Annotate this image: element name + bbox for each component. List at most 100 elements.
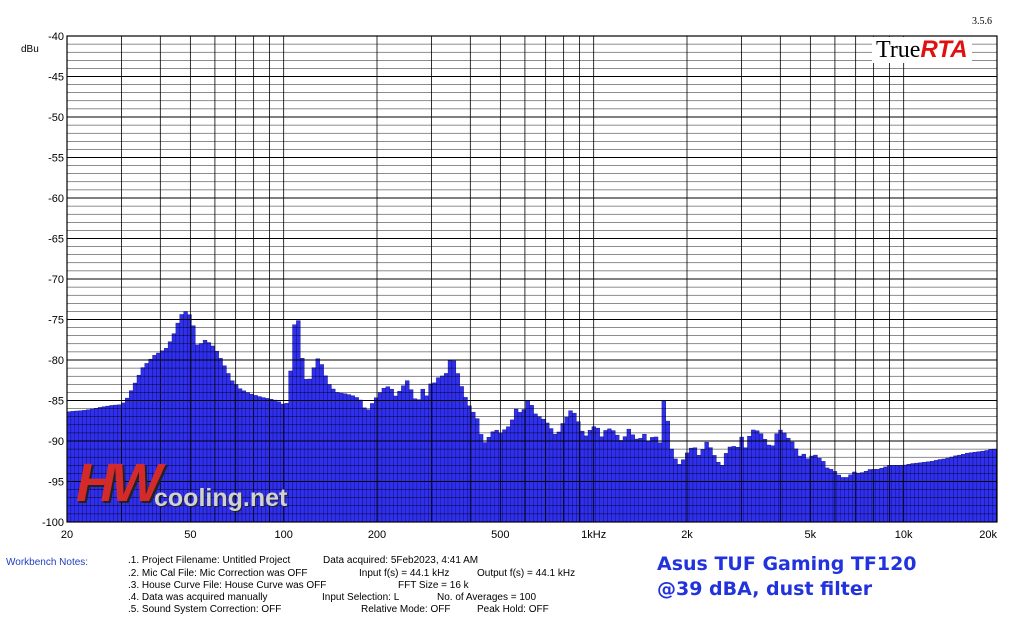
spectrum-bar-164 [704, 441, 709, 523]
spectrum-bar-194 [821, 461, 826, 523]
spectrum-bar-187 [793, 448, 799, 523]
spectrum-bar-127 [560, 423, 565, 523]
y-tick-1: -45 [48, 72, 64, 84]
spectrum-bar-200 [844, 477, 849, 523]
spectrum-bar-179 [762, 439, 768, 523]
spectrum-bar-170 [727, 446, 733, 523]
spectrum-bar-157 [677, 464, 682, 523]
x-tick-6: 2k [681, 529, 693, 541]
spectrum-bar-231 [965, 452, 970, 523]
spectrum-bar-125 [552, 434, 558, 523]
spectrum-bar-176 [751, 429, 756, 523]
spectrum-bar-180 [766, 444, 771, 523]
spectrum-bar-144 [626, 428, 632, 523]
spectrum-bar-150 [650, 437, 655, 523]
spectrum-bar-107 [482, 442, 488, 523]
spectrum-bar-184 [782, 432, 787, 523]
y-tick-2: -50 [48, 112, 64, 124]
spectrum-bar-119 [529, 405, 534, 523]
spectrum-bar-161 [692, 447, 698, 523]
spectrum-bar-158 [681, 459, 686, 523]
spectrum-bar-237 [988, 449, 993, 523]
note-data-acquired-manually: .4. Data was acquired manually [128, 592, 268, 603]
y-tick-5: -65 [48, 234, 64, 246]
spectrum-bar-236 [984, 450, 989, 523]
spectrum-bar-70 [338, 392, 344, 523]
spectrum-bar-217 [910, 463, 915, 523]
spectrum-bar-1 [70, 411, 75, 523]
spectrum-bar-59 [296, 320, 301, 523]
spectrum-bar-101 [459, 386, 464, 523]
spectrum-bar-153 [661, 400, 666, 523]
spectrum-bar-235 [980, 450, 985, 523]
spectrum-bar-226 [945, 457, 950, 523]
spectrum-bar-152 [657, 442, 663, 523]
spectrum-bar-74 [354, 397, 359, 523]
spectrum-bar-118 [525, 400, 530, 523]
spectrum-bar-79 [373, 397, 379, 523]
note-data-acquired-date: Data acquired: 5Feb2023, 4:41 AM [323, 555, 479, 566]
y-axis-unit: dBu [21, 44, 39, 55]
spectrum-bar-169 [723, 453, 729, 523]
spectrum-bar-148 [642, 433, 647, 523]
spectrum-bar-228 [953, 455, 958, 523]
spectrum-bar-218 [914, 462, 919, 523]
spectrum-bar-86 [401, 385, 406, 523]
y-tick-3: -55 [48, 153, 64, 165]
spectrum-bar-146 [634, 438, 639, 523]
x-tick-0: 20 [61, 529, 73, 541]
note-fft-size: FFT Size = 16 k [398, 580, 469, 591]
watermark-domain: cooling.net [154, 484, 288, 512]
spectrum-bar-60 [300, 358, 305, 523]
spectrum-bar-155 [669, 448, 674, 523]
spectrum-bar-88 [408, 389, 414, 523]
spectrum-bar-84 [393, 395, 398, 523]
x-tick-labels: 20 50 100 200 500 1kHz 2k 5k 10k 20k [61, 529, 998, 541]
spectrum-bar-110 [494, 429, 499, 523]
spectrum-bar-100 [455, 373, 460, 523]
y-tick-9: -85 [48, 396, 64, 408]
spectrum-bar-141 [615, 434, 620, 523]
spectrum-bar-133 [583, 435, 589, 523]
spectrum-bar-116 [517, 412, 523, 523]
spectrum-bar-214 [898, 465, 904, 523]
spectrum-bar-75 [358, 399, 363, 523]
spectrum-bar-63 [311, 367, 317, 523]
spectrum-bar-186 [790, 441, 795, 523]
watermark-hw: HW [76, 453, 162, 513]
spectrum-bar-221 [926, 461, 931, 523]
x-tick-2: 100 [275, 529, 293, 541]
spectrum-bar-90 [416, 399, 422, 523]
y-tick-0: -40 [48, 31, 64, 43]
spectrum-bar-172 [735, 447, 740, 523]
spectrum-bar-178 [758, 433, 764, 523]
spectrum-bar-168 [720, 464, 725, 523]
spectrum-bar-154 [665, 420, 670, 523]
spectrum-bar-223 [933, 460, 939, 523]
spectrum-bar-222 [930, 461, 935, 523]
spectrum-bar-199 [840, 477, 845, 523]
version-label: 3.5.6 [972, 16, 992, 27]
spectrum-bar-185 [786, 437, 791, 523]
y-tick-4: -60 [48, 193, 64, 205]
spectrum-bar-102 [463, 397, 468, 523]
x-tick-5: 1kHz [581, 529, 606, 541]
spectrum-bar-121 [537, 416, 542, 523]
spectrum-bar-160 [688, 447, 694, 523]
spectrum-bar-216 [906, 464, 911, 523]
x-tick-3: 200 [368, 529, 386, 541]
spectrum-bar-91 [420, 388, 425, 523]
spectrum-bar-126 [556, 431, 562, 523]
spectrum-bar-232 [968, 452, 974, 523]
spectrum-bar-224 [937, 459, 943, 523]
note-relative-mode: Relative Mode: OFF [361, 604, 451, 615]
note-house-curve: .3. House Curve File: House Curve was OF… [128, 580, 327, 591]
note-mic-cal-file: .2. Mic Cal File: Mic Correction was OFF [128, 568, 308, 579]
spectrum-bar-171 [731, 446, 736, 523]
spectrum-bar-143 [622, 436, 628, 523]
note-number-of-averages: No. of Averages = 100 [437, 592, 537, 603]
spectrum-bar-137 [599, 436, 604, 523]
spectrum-bar-193 [817, 457, 822, 523]
spectrum-bar-106 [478, 434, 484, 523]
spectrum-bar-140 [611, 430, 616, 523]
